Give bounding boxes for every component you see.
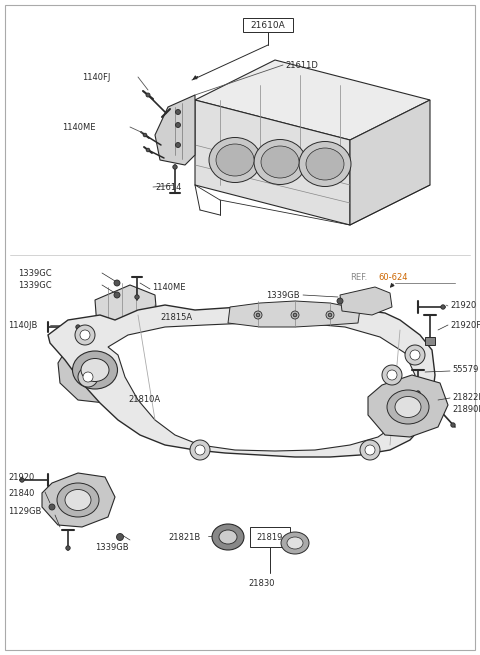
Circle shape (76, 325, 80, 329)
Text: REF.: REF. (350, 272, 367, 282)
Text: 21611D: 21611D (285, 60, 318, 69)
Circle shape (66, 546, 70, 550)
Text: 21822B: 21822B (452, 392, 480, 402)
Polygon shape (58, 335, 130, 403)
Circle shape (20, 477, 24, 482)
Text: 1140FJ: 1140FJ (82, 73, 110, 81)
Polygon shape (350, 100, 430, 225)
Ellipse shape (287, 537, 303, 549)
Bar (425, 337, 435, 345)
Circle shape (146, 148, 150, 152)
Circle shape (254, 311, 262, 319)
Circle shape (365, 445, 375, 455)
Text: 1129GB: 1129GB (8, 508, 41, 517)
Ellipse shape (72, 351, 118, 389)
Polygon shape (108, 323, 415, 451)
Ellipse shape (261, 146, 299, 178)
Ellipse shape (209, 138, 261, 183)
Text: 21815A: 21815A (160, 312, 192, 322)
Circle shape (80, 330, 90, 340)
Bar (243, 18, 293, 32)
Text: 1339GC: 1339GC (18, 269, 52, 278)
Circle shape (117, 534, 123, 540)
Polygon shape (48, 305, 435, 457)
Circle shape (328, 313, 332, 317)
Circle shape (83, 372, 93, 382)
Text: 1339GC: 1339GC (18, 280, 52, 290)
Circle shape (405, 345, 425, 365)
Text: 21920F: 21920F (450, 320, 480, 329)
Ellipse shape (299, 141, 351, 187)
Circle shape (173, 165, 177, 169)
Circle shape (416, 391, 420, 395)
Ellipse shape (387, 390, 429, 424)
Polygon shape (195, 60, 430, 140)
Circle shape (382, 365, 402, 385)
Circle shape (176, 143, 180, 147)
Bar (250, 527, 290, 547)
Ellipse shape (212, 524, 244, 550)
Text: 21610A: 21610A (251, 20, 286, 29)
Polygon shape (155, 95, 195, 165)
Ellipse shape (254, 140, 306, 185)
Text: 1339GB: 1339GB (95, 542, 129, 552)
Polygon shape (368, 375, 448, 437)
Circle shape (410, 350, 420, 360)
Polygon shape (42, 473, 115, 527)
Ellipse shape (219, 530, 237, 544)
Text: 1140ME: 1140ME (62, 122, 96, 132)
Text: 1140JB: 1140JB (8, 320, 37, 329)
Ellipse shape (395, 396, 421, 417)
Text: 21614: 21614 (155, 183, 181, 191)
Polygon shape (195, 100, 350, 225)
Circle shape (451, 422, 455, 427)
Text: 21920: 21920 (8, 472, 34, 481)
Circle shape (78, 367, 98, 387)
Ellipse shape (81, 358, 109, 381)
Text: 21821B: 21821B (168, 533, 200, 542)
Ellipse shape (57, 483, 99, 517)
Ellipse shape (65, 489, 91, 510)
Text: 21890B: 21890B (452, 405, 480, 415)
Circle shape (291, 311, 299, 319)
Ellipse shape (281, 532, 309, 554)
Circle shape (293, 313, 297, 317)
Polygon shape (228, 301, 360, 327)
Text: 21920: 21920 (450, 301, 476, 310)
Circle shape (337, 298, 343, 304)
Text: 21810A: 21810A (128, 396, 160, 405)
Circle shape (326, 311, 334, 319)
Circle shape (176, 109, 180, 115)
Text: 1140ME: 1140ME (152, 282, 185, 291)
Polygon shape (340, 287, 392, 315)
Circle shape (146, 93, 150, 97)
Ellipse shape (216, 144, 254, 176)
Circle shape (441, 305, 445, 309)
Text: 1339GB: 1339GB (266, 291, 300, 299)
Text: 21830: 21830 (248, 578, 275, 588)
Circle shape (190, 440, 210, 460)
Circle shape (176, 122, 180, 128)
Polygon shape (95, 285, 158, 345)
Circle shape (114, 280, 120, 286)
Circle shape (256, 313, 260, 317)
Text: 21840: 21840 (8, 489, 35, 498)
Text: 21819: 21819 (257, 533, 283, 542)
Circle shape (114, 292, 120, 298)
Circle shape (49, 504, 55, 510)
Circle shape (75, 325, 95, 345)
Text: 60-624: 60-624 (378, 272, 408, 282)
Ellipse shape (306, 148, 344, 180)
Text: 55579: 55579 (452, 365, 479, 375)
Circle shape (195, 445, 205, 455)
Circle shape (135, 295, 139, 299)
Circle shape (360, 440, 380, 460)
Circle shape (143, 133, 147, 137)
Circle shape (387, 370, 397, 380)
